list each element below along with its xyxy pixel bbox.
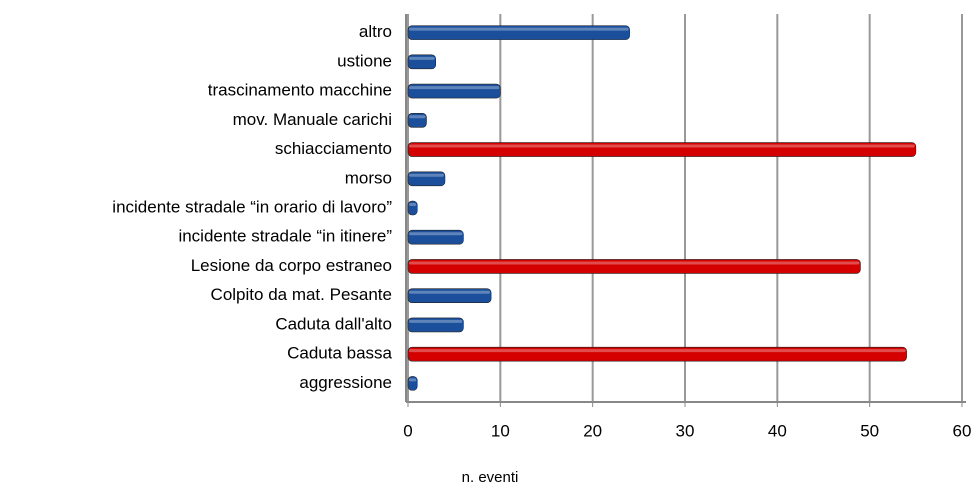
bar <box>407 259 861 274</box>
bar-highlight <box>409 203 417 206</box>
y-tick-label: morso <box>345 168 392 187</box>
bar-highlight <box>409 261 860 265</box>
bar <box>407 171 446 187</box>
y-tick-label: incidente stradale “in orario di lavoro” <box>112 197 392 216</box>
y-tick-label: trascinamento macchine <box>208 81 392 100</box>
bar <box>407 346 907 362</box>
bar <box>407 376 418 391</box>
y-tick-label: altro <box>359 22 392 41</box>
bar-highlight <box>409 144 915 148</box>
y-tick-label: Lesione da corpo estraneo <box>191 256 392 275</box>
bar <box>407 200 418 216</box>
x-tick-label: 60 <box>953 421 972 440</box>
bar-highlight <box>409 173 444 177</box>
x-axis-label: n. eventi <box>462 469 519 485</box>
y-tick-label: ustione <box>337 51 392 70</box>
bar <box>407 54 437 70</box>
bar <box>407 317 464 333</box>
bar-highlight <box>409 56 435 60</box>
bar-highlight <box>409 86 500 90</box>
bar <box>407 83 501 99</box>
bar-highlight <box>409 378 417 382</box>
bar <box>407 142 917 157</box>
bar <box>407 25 630 40</box>
bar-highlight <box>409 319 463 323</box>
x-tick-label: 40 <box>768 421 787 440</box>
x-tick-label: 0 <box>403 421 412 440</box>
bar-highlight <box>409 232 463 236</box>
y-tick-label: Colpito da mat. Pesante <box>211 285 392 304</box>
y-tick-label: Caduta dall'alto <box>275 314 392 333</box>
x-tick-label: 20 <box>583 421 602 440</box>
bar <box>407 288 492 303</box>
bar-highlight <box>409 27 629 31</box>
y-tick-label: incidente stradale “in itinere” <box>178 227 392 246</box>
bar-highlight <box>409 115 426 119</box>
x-tick-label: 50 <box>860 421 879 440</box>
bar-highlight <box>409 290 491 294</box>
y-tick-label: aggressione <box>299 373 392 392</box>
bar-highlight <box>409 349 906 353</box>
x-tick-label: 30 <box>676 421 695 440</box>
y-tick-label: Caduta bassa <box>287 344 392 363</box>
bar <box>407 229 464 245</box>
bar <box>407 113 427 128</box>
y-tick-label: mov. Manuale carichi <box>233 110 392 129</box>
y-tick-label: schiacciamento <box>275 139 392 158</box>
x-tick-label: 10 <box>491 421 510 440</box>
